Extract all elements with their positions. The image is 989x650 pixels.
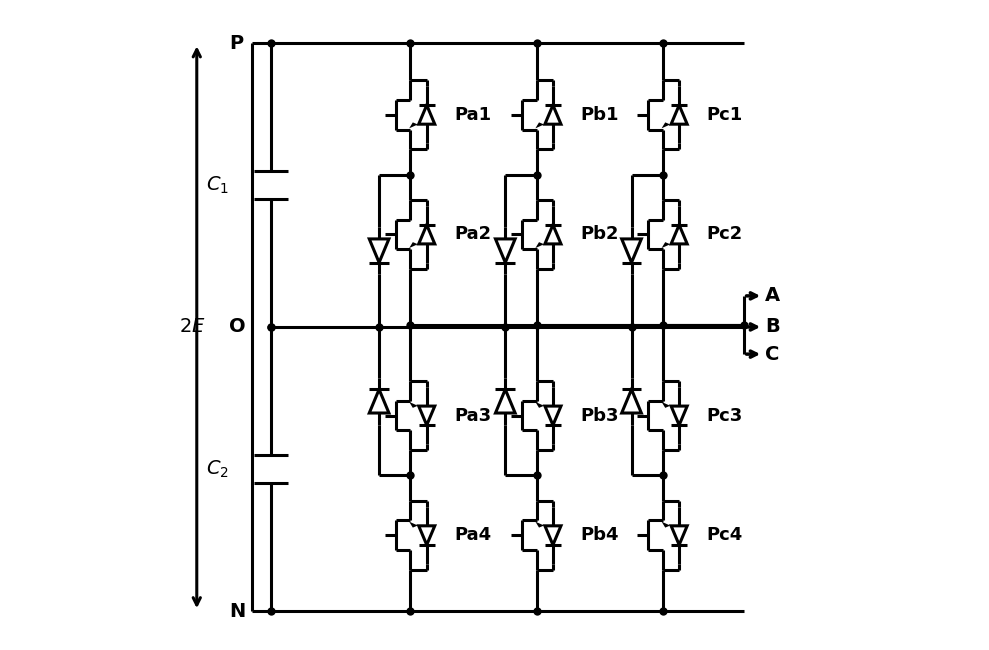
Text: O: O xyxy=(229,317,245,337)
Text: $2E$: $2E$ xyxy=(179,317,206,337)
Text: Pb2: Pb2 xyxy=(581,226,619,243)
Text: B: B xyxy=(765,317,779,337)
Text: Pb3: Pb3 xyxy=(581,407,619,424)
Text: Pc1: Pc1 xyxy=(706,106,743,124)
Polygon shape xyxy=(535,122,544,128)
Polygon shape xyxy=(409,522,417,528)
Text: N: N xyxy=(229,601,245,621)
Text: Pa1: Pa1 xyxy=(454,106,492,124)
Text: C: C xyxy=(765,344,779,363)
Polygon shape xyxy=(409,122,417,128)
Text: A: A xyxy=(765,287,780,305)
Text: Pc4: Pc4 xyxy=(706,526,743,544)
Text: Pa4: Pa4 xyxy=(454,526,492,544)
Polygon shape xyxy=(662,122,671,128)
Polygon shape xyxy=(662,522,671,528)
Polygon shape xyxy=(662,242,671,248)
Polygon shape xyxy=(535,402,544,408)
Text: Pb1: Pb1 xyxy=(581,106,619,124)
Text: P: P xyxy=(229,34,243,53)
Text: Pa3: Pa3 xyxy=(454,407,492,424)
Polygon shape xyxy=(662,402,671,408)
Text: $C_2$: $C_2$ xyxy=(207,458,229,480)
Polygon shape xyxy=(409,402,417,408)
Text: Pc2: Pc2 xyxy=(706,226,743,243)
Text: Pb4: Pb4 xyxy=(581,526,619,544)
Polygon shape xyxy=(409,242,417,248)
Polygon shape xyxy=(535,522,544,528)
Text: $C_1$: $C_1$ xyxy=(207,175,229,196)
Text: Pa2: Pa2 xyxy=(454,226,492,243)
Text: Pc3: Pc3 xyxy=(706,407,743,424)
Polygon shape xyxy=(535,242,544,248)
